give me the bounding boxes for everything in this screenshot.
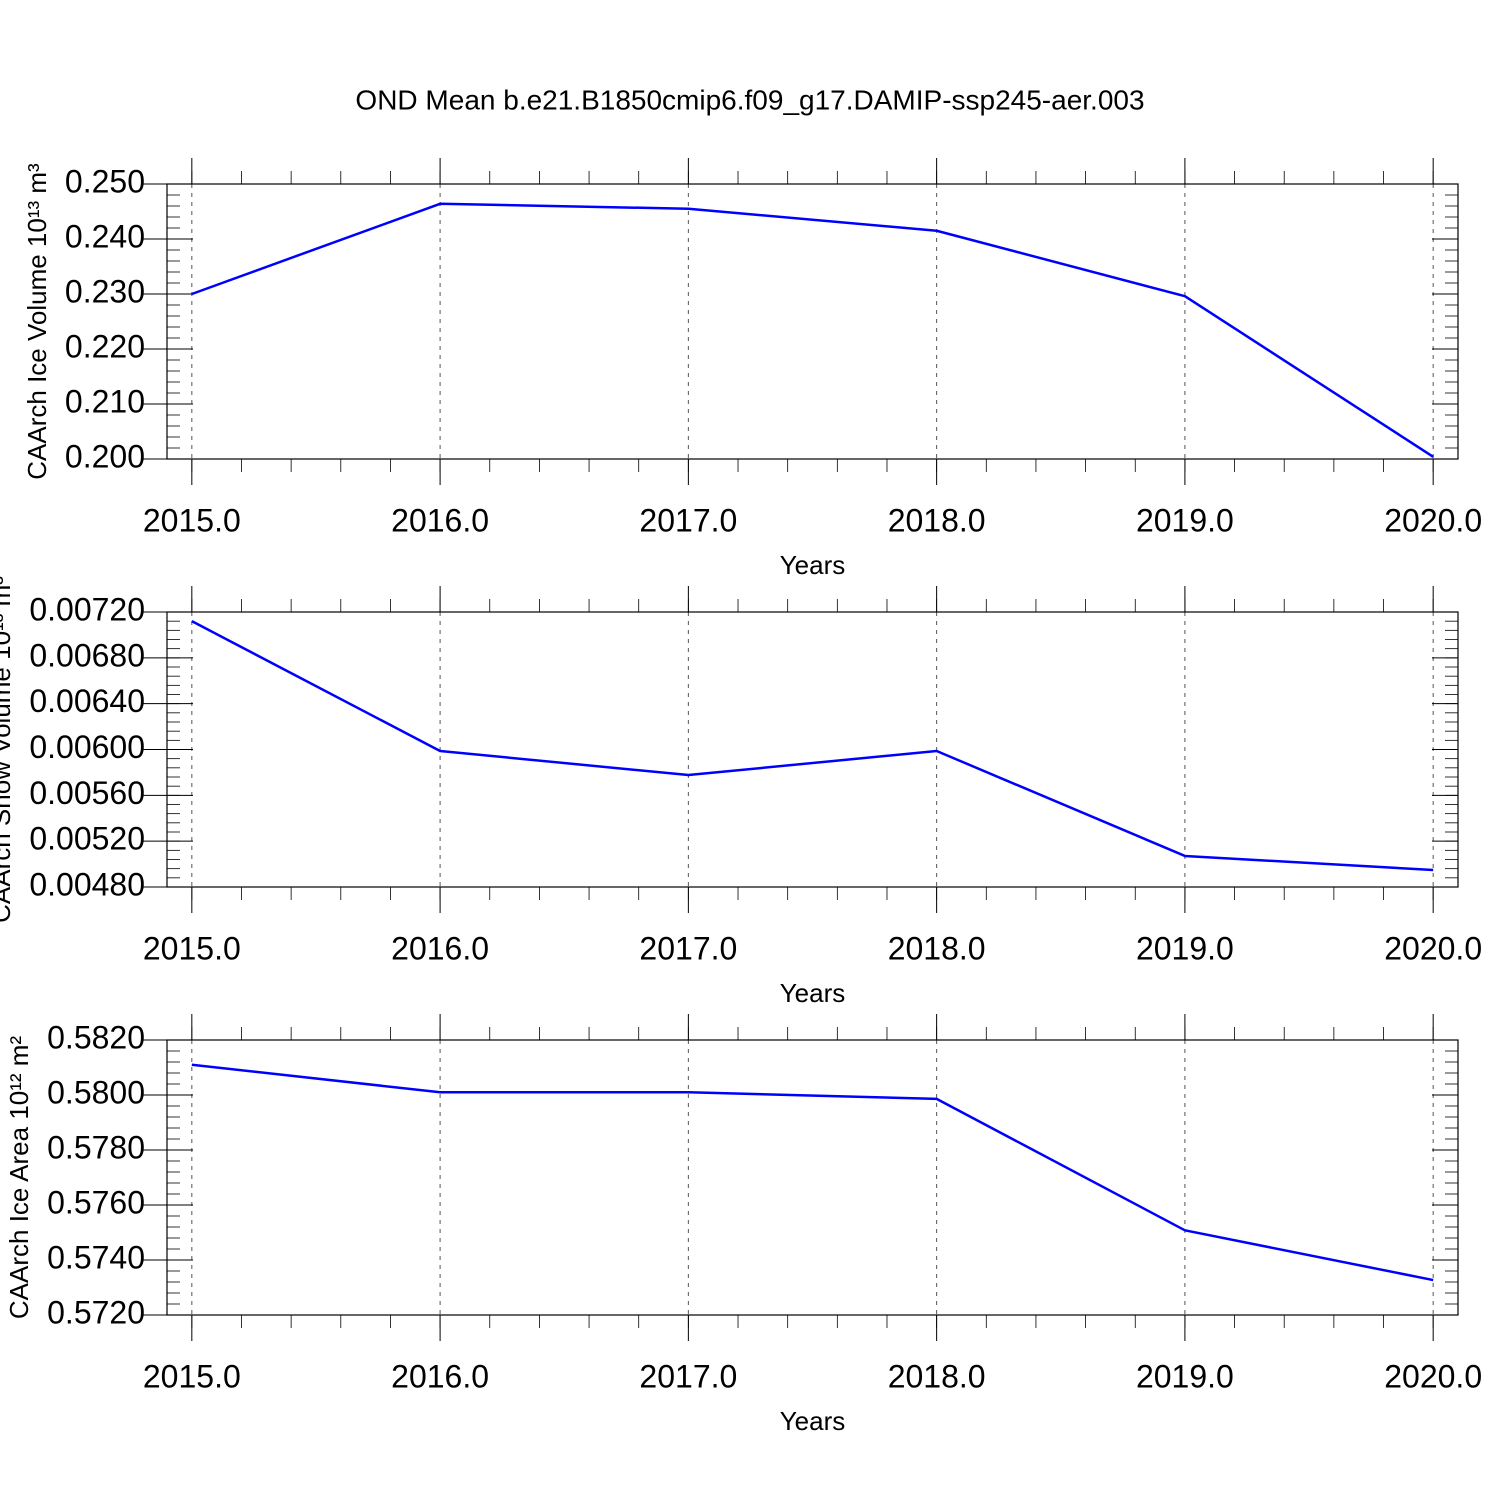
y-tick-label: 0.00560: [29, 775, 145, 811]
y-tick-label: 0.00600: [29, 729, 145, 765]
y-tick-label: 0.230: [65, 273, 145, 309]
x-tick-label: 2018.0: [888, 1358, 986, 1394]
data-line: [191, 1063, 1434, 1282]
x-tick-label: 2015.0: [143, 930, 241, 966]
plot-frame: [166, 1039, 1459, 1316]
x-tick-label: 2018.0: [888, 930, 986, 966]
x-axis-label: Years: [780, 1406, 846, 1436]
y-tick-label: 0.5720: [47, 1294, 145, 1330]
y-tick-label: 0.00520: [29, 821, 145, 857]
y-axis-label: CAArch Ice Volume 10¹³ m³: [22, 163, 52, 480]
x-tick-label: 2015.0: [143, 502, 241, 538]
plot-frame: [166, 611, 1459, 888]
data-line: [191, 202, 1434, 458]
x-tick-label: 2016.0: [391, 1358, 489, 1394]
x-tick-label: 2018.0: [888, 502, 986, 538]
x-tick-label: 2017.0: [639, 930, 737, 966]
y-tick-label: 0.210: [65, 383, 145, 419]
x-tick-label: 2019.0: [1136, 930, 1234, 966]
x-tick-label: 2016.0: [391, 502, 489, 538]
x-tick-label: 2020.0: [1384, 502, 1482, 538]
data-line: [191, 620, 1434, 872]
y-axis-label: CAArch Snow Volume 10¹³ m³: [0, 576, 16, 923]
y-tick-label: 0.5780: [47, 1129, 145, 1165]
x-tick-label: 2019.0: [1136, 502, 1234, 538]
y-tick-label: 0.240: [65, 218, 145, 254]
y-tick-label: 0.250: [65, 163, 145, 199]
x-tick-label: 2015.0: [143, 1358, 241, 1394]
y-axis-label: CAArch Ice Area 10¹² m²: [4, 1036, 34, 1320]
y-tick-label: 0.5760: [47, 1184, 145, 1220]
y-tick-label: 0.5740: [47, 1239, 145, 1275]
plot-frame: [166, 183, 1459, 460]
x-tick-label: 2017.0: [639, 1358, 737, 1394]
y-tick-label: 0.5820: [47, 1019, 145, 1055]
x-tick-label: 2020.0: [1384, 1358, 1482, 1394]
x-tick-label: 2019.0: [1136, 1358, 1234, 1394]
figure-title: OND Mean b.e21.B1850cmip6.f09_g17.DAMIP-…: [355, 84, 1144, 115]
x-tick-label: 2020.0: [1384, 930, 1482, 966]
x-tick-label: 2017.0: [639, 502, 737, 538]
y-tick-label: 0.5800: [47, 1074, 145, 1110]
y-tick-label: 0.00640: [29, 683, 145, 719]
y-tick-label: 0.00720: [29, 591, 145, 627]
y-tick-label: 0.00480: [29, 866, 145, 902]
x-axis-label: Years: [780, 550, 846, 580]
x-axis-label: Years: [780, 978, 846, 1008]
y-tick-label: 0.00680: [29, 637, 145, 673]
y-tick-label: 0.200: [65, 438, 145, 474]
x-tick-label: 2016.0: [391, 930, 489, 966]
y-tick-label: 0.220: [65, 328, 145, 364]
